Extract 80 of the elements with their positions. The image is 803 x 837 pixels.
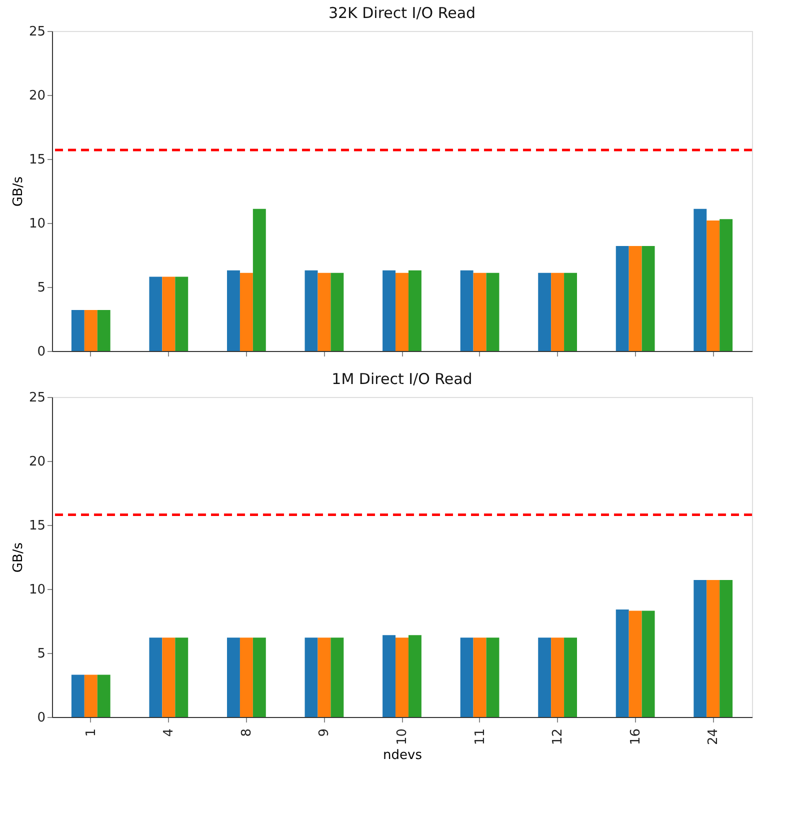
bar [149, 276, 162, 351]
bar [694, 208, 707, 351]
bar [71, 310, 84, 351]
bar [304, 270, 318, 351]
bar [162, 638, 176, 717]
x-tick-label: 16 [628, 728, 644, 746]
bar [408, 635, 422, 717]
bar [71, 674, 84, 717]
x-tick-label: 11 [472, 728, 488, 746]
x-tick-label: 12 [550, 728, 566, 746]
bar [564, 272, 577, 351]
bar [396, 638, 408, 717]
bar [318, 272, 331, 351]
bar [382, 635, 396, 717]
bar [252, 638, 266, 717]
y-tick-label: 5 [37, 646, 46, 662]
bar [240, 272, 253, 351]
bar [460, 270, 474, 351]
bar [97, 310, 110, 351]
bar [551, 272, 564, 351]
bar [318, 638, 331, 717]
y-tick-label: 0 [37, 710, 46, 726]
x-tick-label: 4 [162, 728, 177, 737]
chart-title: 1M Direct I/O Read [332, 370, 472, 388]
y-tick-label: 15 [28, 518, 46, 534]
bar [616, 609, 629, 717]
x-tick-label: 24 [706, 728, 722, 746]
bar [175, 276, 188, 351]
x-tick-label: 1 [84, 728, 99, 737]
y-tick-label: 15 [28, 152, 46, 168]
y-tick-label: 25 [28, 390, 46, 406]
bar [162, 276, 176, 351]
bar [538, 272, 552, 351]
bar [84, 674, 98, 717]
bar [642, 246, 655, 351]
bar [175, 638, 188, 717]
bar [706, 220, 720, 351]
bar [396, 272, 408, 351]
y-tick-label: 20 [28, 88, 46, 104]
bar [720, 580, 733, 717]
y-tick-label: 5 [37, 280, 46, 296]
bar [720, 219, 733, 351]
x-tick-label: 10 [395, 728, 410, 746]
y-tick-label: 25 [28, 24, 46, 40]
bar [642, 610, 655, 717]
bar [694, 580, 707, 717]
bar [628, 610, 642, 717]
bar [149, 638, 162, 717]
x-tick-label: 9 [317, 728, 332, 737]
bar [408, 270, 422, 351]
bar [240, 638, 253, 717]
x-axis-title: ndevs [383, 748, 422, 764]
x-tick-label: 8 [239, 728, 254, 737]
bar [473, 638, 486, 717]
bar [551, 638, 564, 717]
bar [486, 638, 500, 717]
bar [97, 674, 110, 717]
bar [330, 638, 344, 717]
bar [538, 638, 552, 717]
bar [304, 638, 318, 717]
bar [473, 272, 486, 351]
bar [486, 272, 500, 351]
y-tick-label: 20 [28, 454, 46, 470]
bar [252, 208, 266, 351]
bar [628, 246, 642, 351]
bar [564, 638, 577, 717]
y-tick-label: 10 [28, 582, 46, 598]
bar [227, 638, 240, 717]
y-axis-title: GB/s [10, 176, 26, 207]
bar [460, 638, 474, 717]
bar [330, 272, 344, 351]
bar [84, 310, 98, 351]
y-tick-label: 10 [28, 216, 46, 232]
y-tick-label: 0 [37, 344, 46, 360]
y-axis-title: GB/s [10, 542, 26, 573]
bar [227, 270, 240, 351]
chart-title: 32K Direct I/O Read [328, 4, 476, 22]
bar [382, 270, 396, 351]
bar [706, 580, 720, 717]
bar [616, 246, 629, 351]
